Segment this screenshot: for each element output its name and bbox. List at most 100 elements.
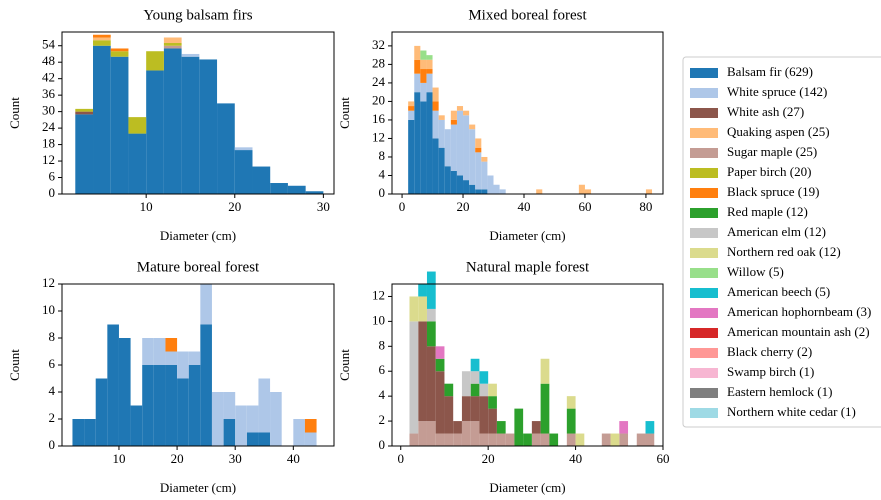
legend-label: White spruce (142) (727, 84, 827, 99)
bar-segment (200, 324, 212, 446)
x-tick-label: 40 (287, 451, 300, 466)
bar-segment (487, 175, 494, 194)
legend-swatch (690, 148, 718, 158)
bar-segment (223, 419, 236, 446)
x-tick-label: 10 (140, 199, 153, 214)
legend-label: Swamp birch (1) (727, 364, 814, 379)
bar-segment (163, 48, 182, 194)
legend-label: Quaking aspen (25) (727, 124, 830, 139)
x-tick-label: 60 (657, 451, 670, 466)
bar-segment (177, 378, 189, 446)
bar-segment (408, 119, 415, 194)
bar-segment (645, 421, 655, 434)
legend-label: Red maple (12) (727, 204, 808, 219)
bar-segment (130, 405, 143, 446)
bar-segment (142, 365, 154, 446)
legend-swatch (690, 308, 718, 318)
bar-segment (305, 191, 324, 194)
chart-title: Mature boreal forest (137, 259, 260, 275)
bar-segment (488, 408, 497, 434)
bar-segment (578, 184, 585, 194)
bar-segment (426, 346, 436, 422)
bar-segment (223, 392, 236, 419)
bar-segment (234, 147, 253, 151)
bar-segment (461, 396, 471, 422)
legend-swatch (690, 128, 718, 138)
legend-label: Black cherry (2) (727, 344, 812, 359)
bar-segment (420, 101, 427, 194)
bar-segment (75, 114, 94, 194)
bar-segment (426, 73, 433, 93)
y-tick-label: 16 (372, 111, 386, 126)
x-axis-label: Diameter (cm) (160, 480, 236, 495)
x-tick-label: 80 (639, 199, 652, 214)
bar-segment (107, 324, 119, 446)
y-tick-label: 42 (42, 70, 55, 85)
bar-segment (636, 433, 646, 446)
y-tick-label: 30 (42, 103, 55, 118)
bar-segment (418, 321, 427, 422)
bar-segment (470, 396, 480, 422)
bar-segment (118, 338, 131, 446)
bar-segment (531, 433, 541, 446)
y-tick-label: 12 (42, 275, 55, 290)
bar-segment (200, 284, 212, 325)
bar-segment (438, 147, 445, 194)
bar-segment (110, 48, 129, 52)
bar-segment (270, 392, 282, 446)
bar-segment (153, 338, 166, 365)
bar-segment (536, 189, 543, 194)
bar-segment (438, 115, 445, 120)
bar-segment (270, 183, 288, 194)
legend-swatch (690, 228, 718, 238)
bar-segment (479, 433, 489, 446)
legend-swatch (690, 68, 718, 78)
axes-frame (61, 31, 335, 195)
bar-segment (610, 433, 620, 446)
bar-segment (110, 51, 129, 57)
x-tick-label: 40 (517, 199, 530, 214)
legend-label: American elm (12) (727, 224, 826, 239)
bar-segment (75, 111, 94, 115)
bar-segment (435, 358, 445, 372)
bar-segment (142, 338, 154, 365)
bar-segment (128, 133, 147, 194)
bar-segment (469, 184, 476, 194)
y-tick-label: 0 (379, 185, 386, 200)
bar-segment (426, 321, 436, 347)
bar-segment (165, 351, 178, 365)
bar-segment (432, 101, 439, 111)
bar-segment (110, 56, 129, 194)
bar-segment (426, 308, 436, 322)
chart-title: Young balsam firs (143, 7, 252, 23)
bar-segment (420, 69, 427, 83)
bar-segment (93, 34, 111, 38)
y-tick-label: 6 (49, 169, 56, 184)
bar-segment (450, 119, 457, 125)
y-tick-label: 6 (49, 356, 56, 371)
y-tick-label: 6 (379, 362, 386, 377)
bar-segment (408, 101, 415, 107)
bar-segment (523, 433, 532, 446)
x-tick-label: 20 (482, 451, 495, 466)
bar-segment (566, 433, 576, 446)
bar-segment (426, 59, 433, 70)
bar-segment (165, 338, 178, 352)
bar-segment (435, 433, 445, 446)
bar-segment (461, 371, 471, 397)
bar-segment (181, 56, 200, 194)
legend-swatch (690, 268, 718, 278)
bar-segment (456, 110, 464, 176)
bar-segment (450, 110, 457, 120)
bar-segment (408, 110, 415, 120)
legend-box (682, 56, 881, 428)
bar-segment (463, 180, 470, 194)
bar-segment (95, 378, 108, 446)
y-tick-label: 12 (42, 152, 55, 167)
bar-segment (409, 433, 419, 446)
y-tick-label: 12 (372, 129, 385, 144)
bar-segment (601, 433, 611, 446)
y-tick-label: 20 (372, 92, 385, 107)
legend-swatch (690, 88, 718, 98)
